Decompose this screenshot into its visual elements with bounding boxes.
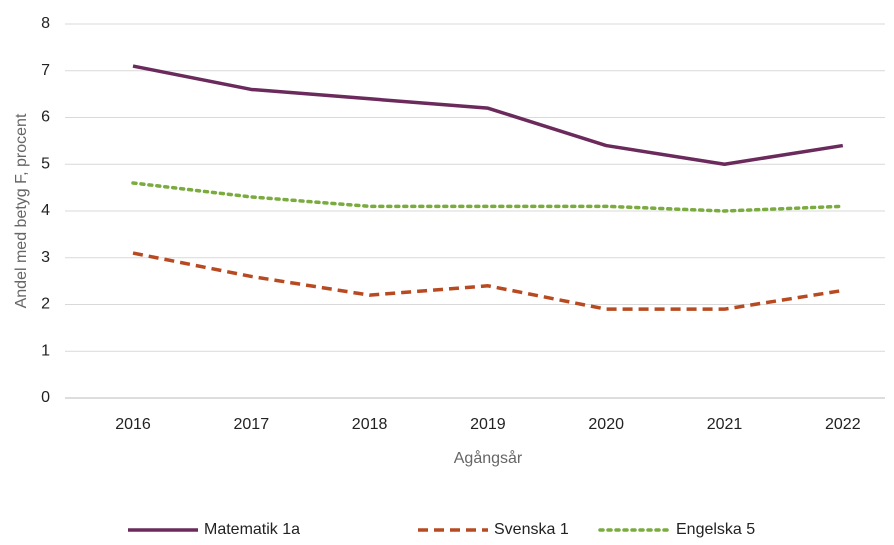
y-tick-label: 7 bbox=[41, 62, 50, 79]
y-axis-title: Andel med betyg F, procent bbox=[13, 113, 30, 308]
x-axis-title: Agångsår bbox=[454, 449, 523, 467]
line-series bbox=[132, 251, 844, 311]
legend-label: Matematik 1a bbox=[204, 521, 300, 538]
y-tick-label: 5 bbox=[41, 155, 50, 172]
y-tick-label: 8 bbox=[41, 15, 50, 32]
y-tick-label: 1 bbox=[41, 342, 50, 359]
x-tick-label: 2019 bbox=[470, 416, 506, 433]
x-tick-label: 2016 bbox=[115, 416, 151, 433]
x-tick-label: 2020 bbox=[588, 416, 624, 433]
line-series bbox=[132, 64, 844, 166]
line-series bbox=[131, 181, 845, 213]
y-tick-label: 0 bbox=[41, 389, 50, 406]
legend-label: Svenska 1 bbox=[494, 521, 569, 538]
y-tick-label: 6 bbox=[41, 109, 50, 126]
x-tick-label: 2018 bbox=[352, 416, 388, 433]
y-tick-label: 4 bbox=[41, 202, 50, 219]
x-tick-label: 2022 bbox=[825, 416, 861, 433]
x-tick-label: 2017 bbox=[234, 416, 270, 433]
y-tick-label: 3 bbox=[41, 249, 50, 266]
x-tick-label: 2021 bbox=[707, 416, 743, 433]
y-tick-label: 2 bbox=[41, 296, 50, 313]
legend-label: Engelska 5 bbox=[676, 521, 755, 538]
